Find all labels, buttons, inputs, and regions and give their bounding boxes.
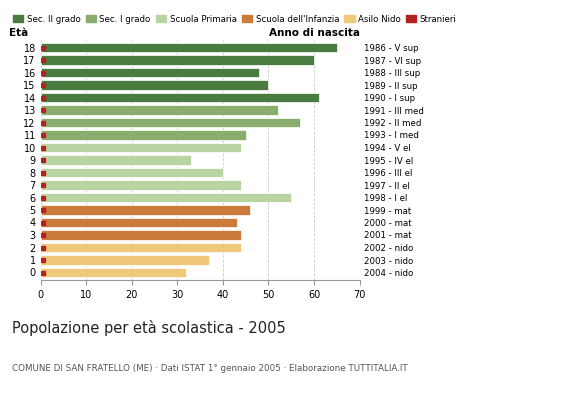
Bar (41, 130, 246, 140)
Bar (41, 118, 300, 127)
Bar (41, 243, 241, 252)
Text: Popolazione per età scolastica - 2005: Popolazione per età scolastica - 2005 (12, 320, 285, 336)
Bar (41, 230, 241, 240)
Bar (41, 180, 241, 190)
Text: Età: Età (9, 28, 28, 38)
Bar (41, 93, 318, 102)
Bar (41, 143, 241, 152)
Text: Anno di nascita: Anno di nascita (269, 28, 360, 38)
Bar (41, 205, 250, 215)
Bar (41, 268, 186, 277)
Bar (41, 168, 223, 177)
Legend: Sec. II grado, Sec. I grado, Scuola Primaria, Scuola dell'Infanzia, Asilo Nido, : Sec. II grado, Sec. I grado, Scuola Prim… (13, 15, 456, 24)
Bar (41, 80, 269, 90)
Bar (41, 68, 259, 77)
Bar (41, 255, 209, 265)
Bar (41, 43, 337, 52)
Bar (41, 218, 237, 227)
Bar (41, 193, 291, 202)
Bar (41, 105, 278, 115)
Text: COMUNE DI SAN FRATELLO (ME) · Dati ISTAT 1° gennaio 2005 · Elaborazione TUTTITAL: COMUNE DI SAN FRATELLO (ME) · Dati ISTAT… (12, 364, 407, 373)
Bar (41, 155, 191, 165)
Bar (41, 55, 314, 65)
